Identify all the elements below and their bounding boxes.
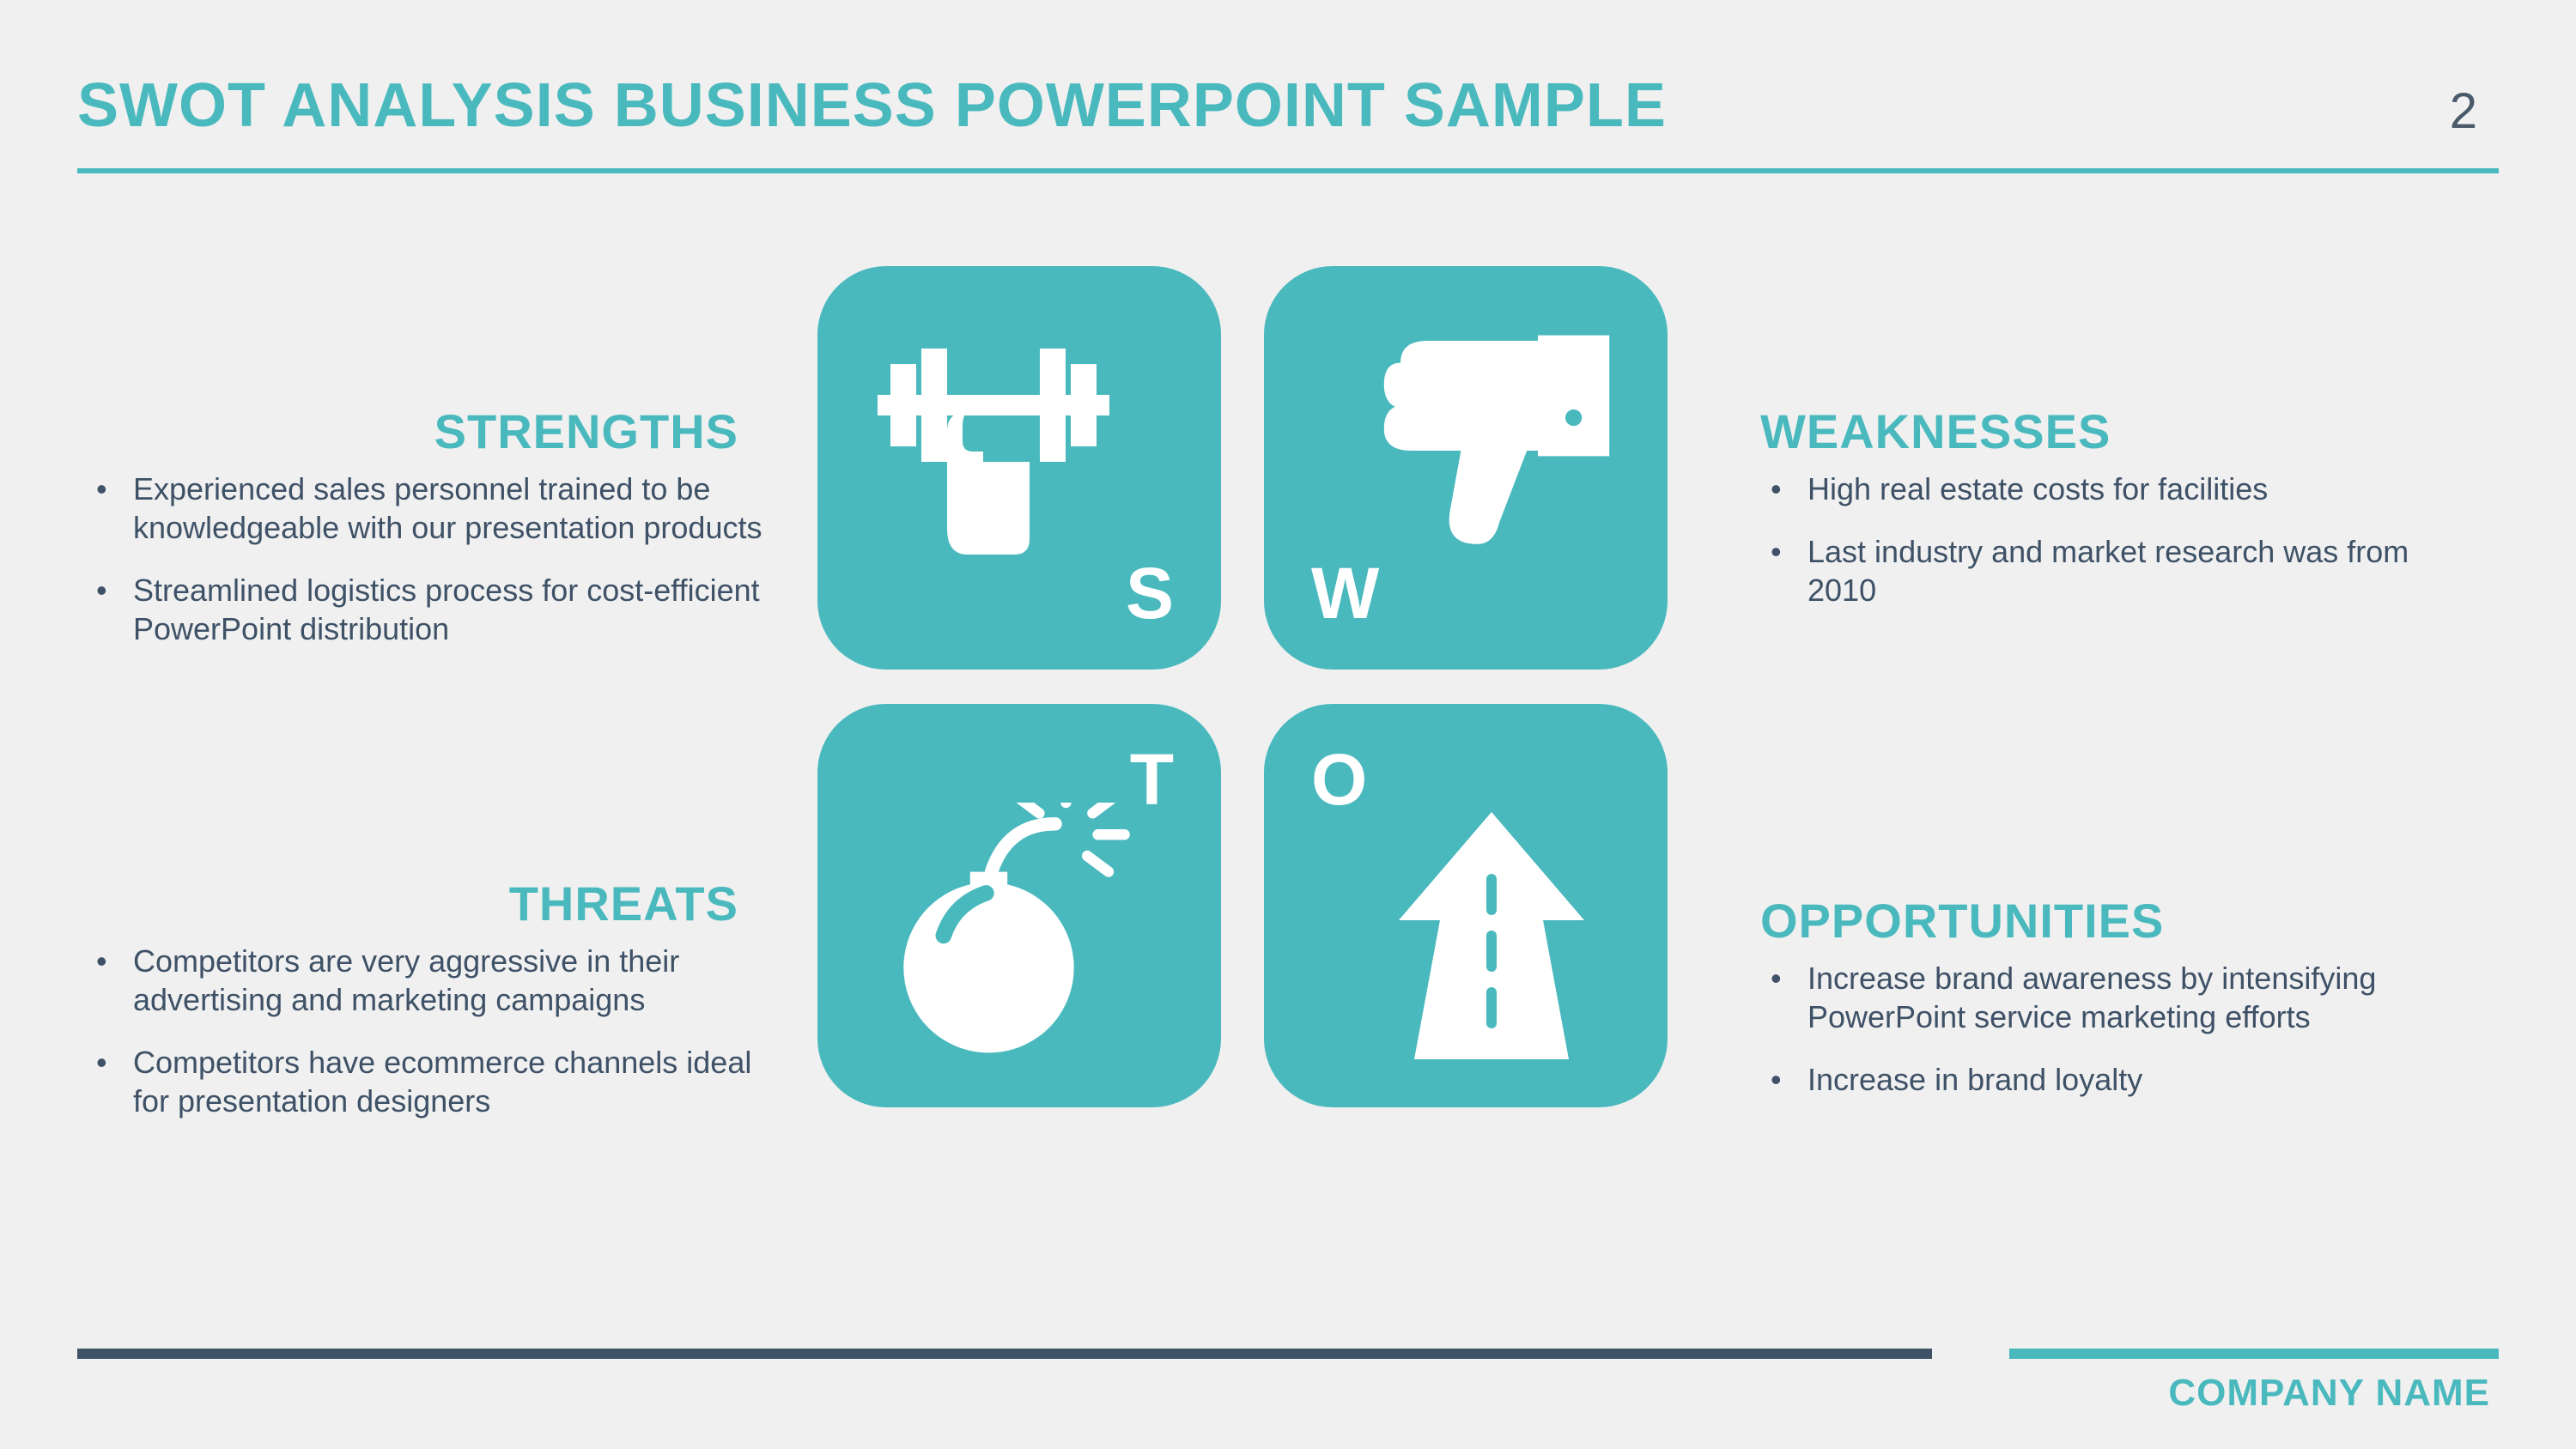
tile-threats: T	[817, 704, 1221, 1107]
list-item: Competitors are very aggressive in their…	[86, 942, 764, 1019]
list-item: Experienced sales personnel trained to b…	[86, 470, 764, 547]
thumbs-down-icon	[1346, 313, 1620, 588]
swot-tile-grid: S W	[817, 266, 1676, 1107]
strengths-block: STRENGTHS Experienced sales personnel tr…	[86, 403, 764, 672]
slide-title: SWOT ANALYSIS BUSINESS POWERPOINT SAMPLE	[77, 70, 1667, 141]
bomb-icon	[869, 803, 1135, 1069]
opportunities-block: OPPORTUNITIES Increase brand awareness b…	[1760, 893, 2439, 1123]
opportunities-list: Increase brand awareness by intensifying…	[1760, 959, 2439, 1099]
dumbbell-icon	[865, 318, 1122, 575]
tile-weaknesses: W	[1264, 266, 1668, 670]
weaknesses-heading: WEAKNESSES	[1760, 403, 2439, 459]
opportunities-heading: OPPORTUNITIES	[1760, 893, 2439, 949]
tile-letter-w: W	[1311, 552, 1379, 635]
tile-opportunities: O	[1264, 704, 1668, 1107]
strengths-list: Experienced sales personnel trained to b…	[86, 470, 764, 648]
tile-letter-t: T	[1130, 738, 1174, 822]
list-item: Competitors have ecommerce channels idea…	[86, 1043, 764, 1120]
threats-heading: THREATS	[86, 876, 764, 931]
tile-letter-o: O	[1311, 738, 1367, 822]
footer-bar-accent	[2009, 1349, 2499, 1359]
strengths-heading: STRENGTHS	[86, 403, 764, 459]
title-underline	[77, 168, 2499, 173]
tile-strengths: S	[817, 266, 1221, 670]
list-item: Streamlined logistics process for cost-e…	[86, 571, 764, 648]
tile-letter-s: S	[1126, 552, 1174, 635]
footer-bar-dark	[77, 1349, 1932, 1359]
company-name: COMPANY NAME	[2168, 1372, 2490, 1415]
weaknesses-block: WEAKNESSES High real estate costs for fa…	[1760, 403, 2439, 634]
list-item: Increase in brand loyalty	[1760, 1060, 2439, 1099]
threats-list: Competitors are very aggressive in their…	[86, 942, 764, 1120]
list-item: Last industry and market research was fr…	[1760, 532, 2439, 609]
list-item: Increase brand awareness by intensifying…	[1760, 959, 2439, 1036]
arrow-road-icon	[1363, 798, 1620, 1073]
threats-block: THREATS Competitors are very aggressive …	[86, 876, 764, 1144]
page-number: 2	[2450, 82, 2477, 140]
weaknesses-list: High real estate costs for facilities La…	[1760, 470, 2439, 609]
list-item: High real estate costs for facilities	[1760, 470, 2439, 508]
